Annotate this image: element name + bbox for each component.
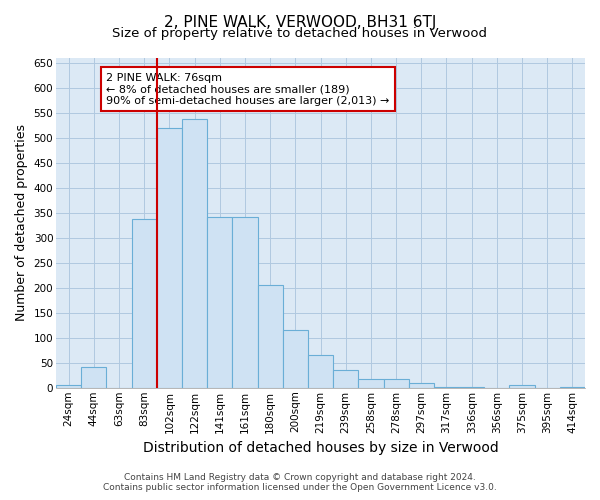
- Bar: [383, 379, 409, 388]
- Bar: [283, 330, 308, 388]
- Bar: [358, 379, 383, 388]
- Bar: [232, 216, 257, 388]
- Text: 2, PINE WALK, VERWOOD, BH31 6TJ: 2, PINE WALK, VERWOOD, BH31 6TJ: [164, 15, 436, 30]
- Bar: [56, 386, 81, 388]
- Bar: [409, 383, 434, 388]
- Bar: [509, 386, 535, 388]
- Bar: [434, 387, 459, 388]
- Bar: [459, 387, 484, 388]
- Bar: [182, 119, 207, 388]
- Text: Contains HM Land Registry data © Crown copyright and database right 2024.
Contai: Contains HM Land Registry data © Crown c…: [103, 473, 497, 492]
- Text: Size of property relative to detached houses in Verwood: Size of property relative to detached ho…: [113, 28, 487, 40]
- Bar: [207, 216, 232, 388]
- Bar: [157, 128, 182, 388]
- Bar: [560, 387, 585, 388]
- Bar: [257, 285, 283, 388]
- Bar: [308, 355, 333, 388]
- Text: 2 PINE WALK: 76sqm
← 8% of detached houses are smaller (189)
90% of semi-detache: 2 PINE WALK: 76sqm ← 8% of detached hous…: [106, 72, 390, 106]
- Bar: [131, 218, 157, 388]
- Bar: [333, 370, 358, 388]
- Bar: [81, 366, 106, 388]
- Y-axis label: Number of detached properties: Number of detached properties: [15, 124, 28, 321]
- X-axis label: Distribution of detached houses by size in Verwood: Distribution of detached houses by size …: [143, 441, 499, 455]
